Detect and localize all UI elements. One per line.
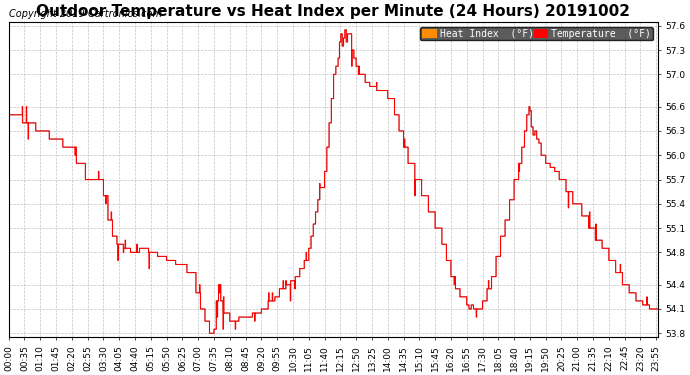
Heat Index (°F) <box>520 129 529 133</box>
Legend: Heat Index  (°F), Temperature  (°F): Heat Index (°F), Temperature (°F) <box>420 27 653 40</box>
Line: Temperature (°F): Temperature (°F) <box>9 30 658 333</box>
Temperature (°F) <box>654 307 662 311</box>
Temperature (°F) <box>435 226 444 230</box>
Temperature (°F) <box>133 250 141 255</box>
Heat Index (°F) <box>149 250 157 255</box>
Heat Index (°F) <box>222 311 230 315</box>
Temperature (°F) <box>149 250 157 255</box>
Heat Index (°F) <box>435 226 444 230</box>
Heat Index (°F) <box>654 307 662 311</box>
Heat Index (°F) <box>206 331 214 336</box>
Text: Copyright 2019 Cartronics.com: Copyright 2019 Cartronics.com <box>9 9 161 19</box>
Temperature (°F) <box>206 331 214 336</box>
Temperature (°F) <box>578 214 586 218</box>
Heat Index (°F) <box>133 250 141 255</box>
Temperature (°F) <box>5 112 13 117</box>
Line: Heat Index (°F): Heat Index (°F) <box>9 30 658 333</box>
Heat Index (°F) <box>5 112 13 117</box>
Heat Index (°F) <box>578 214 586 218</box>
Heat Index (°F) <box>341 28 349 32</box>
Temperature (°F) <box>520 129 529 133</box>
Temperature (°F) <box>341 28 349 32</box>
Title: Outdoor Temperature vs Heat Index per Minute (24 Hours) 20191002: Outdoor Temperature vs Heat Index per Mi… <box>37 4 631 19</box>
Temperature (°F) <box>222 311 230 315</box>
